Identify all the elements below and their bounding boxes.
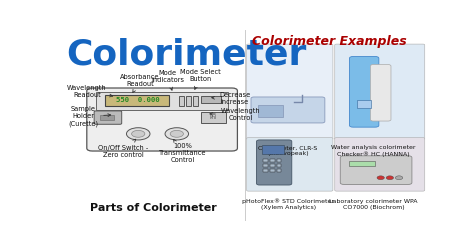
Bar (96, 92, 228, 110)
Bar (179, 96, 184, 106)
Text: pHotoFlex® STD Colorimeter
(Xylem Analytics): pHotoFlex® STD Colorimeter (Xylem Analyt… (242, 199, 334, 210)
Bar (349, 160, 375, 166)
Text: Absorbance
Readout: Absorbance Readout (120, 74, 160, 93)
Text: Parts of Colorimeter: Parts of Colorimeter (90, 203, 216, 213)
Bar (201, 112, 227, 123)
Text: knl: knl (210, 115, 217, 120)
Text: Colorimeter: Colorimeter (66, 37, 307, 71)
Bar (100, 115, 114, 121)
Bar (270, 164, 274, 167)
Bar (277, 159, 281, 162)
Text: Sample
Holder
(Curette): Sample Holder (Curette) (68, 106, 110, 127)
Text: Water analysis colorimeter
Checker® HC (HANNA): Water analysis colorimeter Checker® HC (… (331, 145, 416, 157)
Circle shape (127, 128, 150, 140)
Bar (264, 159, 268, 162)
Text: Decrease
Increase: Decrease Increase (212, 92, 250, 105)
Text: Wavelength
Control: Wavelength Control (210, 108, 261, 121)
Bar (264, 169, 268, 172)
Bar (270, 169, 274, 172)
FancyBboxPatch shape (87, 88, 237, 151)
FancyBboxPatch shape (335, 44, 425, 140)
Bar (270, 159, 274, 162)
Circle shape (165, 128, 189, 140)
FancyBboxPatch shape (370, 64, 391, 121)
Text: Mode Select
Button: Mode Select Button (180, 69, 221, 89)
Text: On/Off Switch -
Zero control: On/Off Switch - Zero control (99, 139, 149, 157)
FancyBboxPatch shape (246, 138, 333, 191)
FancyBboxPatch shape (94, 111, 122, 124)
Bar (105, 95, 169, 106)
FancyBboxPatch shape (349, 57, 379, 127)
Text: 100%
Transmittance
Control: 100% Transmittance Control (159, 139, 206, 163)
Bar (357, 100, 372, 108)
Text: Wavelength
Readout: Wavelength Readout (67, 85, 113, 98)
FancyBboxPatch shape (256, 140, 292, 185)
Bar (263, 145, 284, 154)
Circle shape (386, 176, 393, 180)
Bar (277, 169, 281, 172)
Text: Colorimeter, CLR-S
(Bioevopeak): Colorimeter, CLR-S (Bioevopeak) (258, 145, 318, 156)
Text: Mode
Indicators: Mode Indicators (151, 70, 184, 90)
Bar (264, 164, 268, 167)
Bar (277, 164, 281, 167)
Circle shape (132, 130, 145, 137)
Text: Colorimeter Examples: Colorimeter Examples (252, 35, 407, 49)
FancyBboxPatch shape (251, 97, 325, 123)
Bar (193, 96, 199, 106)
FancyBboxPatch shape (246, 44, 333, 140)
FancyBboxPatch shape (335, 138, 425, 191)
Text: 550  0.000: 550 0.000 (116, 97, 159, 103)
FancyBboxPatch shape (340, 156, 412, 185)
Bar (186, 96, 191, 106)
Bar (201, 96, 221, 103)
Bar (258, 105, 283, 117)
Circle shape (395, 176, 403, 180)
Text: Laboratory colorimeter WPA
CO7000 (Biochrom): Laboratory colorimeter WPA CO7000 (Bioch… (329, 199, 418, 210)
Circle shape (170, 130, 183, 137)
Circle shape (377, 176, 384, 180)
